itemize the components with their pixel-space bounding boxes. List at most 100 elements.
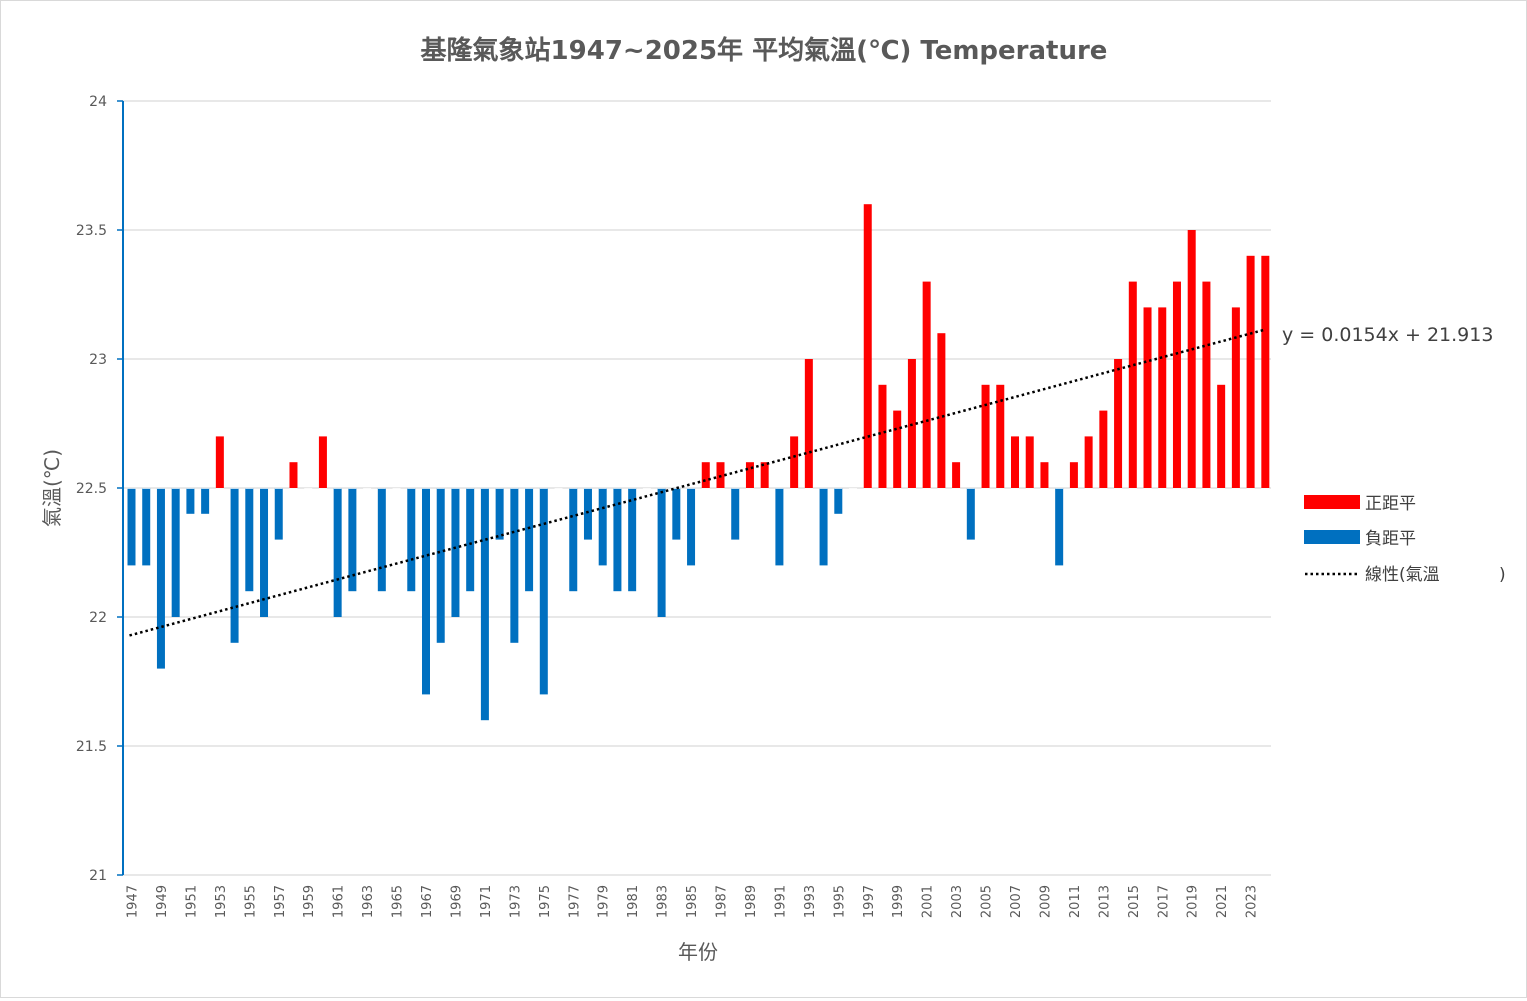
bar-positive-2022 — [1231, 307, 1240, 488]
x-tick-label: 1987 — [715, 885, 730, 918]
bar-positive-2024 — [1261, 255, 1270, 488]
x-tick-label: 2011 — [1068, 885, 1083, 918]
bar-positive-2014 — [1114, 359, 1123, 488]
x-tick-label: 1953 — [214, 885, 229, 918]
bar-positive-1960 — [318, 436, 327, 488]
x-tick-label: 1965 — [391, 885, 406, 918]
bar-negative-1954 — [230, 488, 239, 643]
x-tick-label: 2021 — [1215, 885, 1230, 918]
bars — [123, 204, 1271, 721]
x-tick-label: 1991 — [773, 885, 788, 918]
bar-positive-1993 — [804, 359, 813, 488]
gridlines — [123, 100, 1271, 876]
x-tick-label: 1973 — [508, 885, 523, 918]
bar-negative-1985 — [687, 488, 696, 566]
x-tick-label: 2017 — [1156, 885, 1171, 918]
bar-negative-1966 — [407, 488, 416, 592]
bar-positive-1999 — [893, 410, 902, 488]
bar-positive-2015 — [1128, 281, 1137, 488]
bar-negative-2010 — [1055, 488, 1064, 566]
y-tick-label: 22 — [89, 610, 107, 626]
bar-negative-1970 — [466, 488, 475, 592]
bar-negative-1955 — [245, 488, 254, 592]
y-tick-label: 24 — [89, 94, 107, 110]
bar-positive-2009 — [1040, 462, 1049, 488]
x-tick-label: 1947 — [126, 885, 141, 918]
legend-swatch-positive — [1304, 495, 1360, 509]
chart-title: 基隆氣象站1947~2025年 平均氣溫(℃) Temperature — [421, 35, 1108, 66]
bar-positive-2019 — [1187, 230, 1196, 488]
x-tick-label: 2005 — [980, 885, 995, 918]
bar-negative-1981 — [628, 488, 637, 592]
bar-positive-1997 — [863, 204, 872, 488]
bar-negative-1984 — [672, 488, 681, 540]
bar-negative-1994 — [819, 488, 828, 566]
y-tick-labels: 21 21.5 22 22.5 23 23.5 24 — [76, 94, 123, 884]
bar-positive-2016 — [1143, 307, 1152, 488]
bar-positive-1958 — [289, 462, 298, 488]
bar-positive-2001 — [922, 281, 931, 488]
bar-positive-2021 — [1217, 384, 1226, 488]
y-tick-label: 21.5 — [76, 739, 107, 755]
x-tick-label: 1999 — [891, 885, 906, 918]
x-tick-label: 1975 — [538, 885, 553, 918]
bar-negative-1978 — [583, 488, 592, 540]
bar-negative-1961 — [333, 488, 342, 617]
legend-label-trendline: 線性(氣溫 — [1365, 565, 1440, 585]
x-tick-label: 1955 — [243, 885, 258, 918]
x-tick-label: 1963 — [361, 885, 376, 918]
legend-label-negative: 負距平 — [1365, 529, 1416, 549]
y-axis-title: 氣溫(℃) — [40, 449, 64, 527]
x-tick-label: 1951 — [184, 885, 199, 918]
bar-positive-2007 — [1011, 436, 1019, 488]
bar-positive-1992 — [790, 436, 799, 488]
trendline — [129, 328, 1266, 637]
y-tick-label: 21 — [89, 868, 107, 884]
bar-negative-1974 — [525, 488, 534, 592]
trendline-equation: y = 0.0154x + 21.913 — [1282, 324, 1493, 346]
x-tick-label: 2013 — [1097, 885, 1112, 918]
bar-positive-2005 — [981, 384, 990, 488]
bar-negative-1977 — [569, 488, 578, 592]
bar-negative-1949 — [156, 488, 165, 669]
bar-positive-2002 — [937, 333, 946, 488]
bar-negative-1980 — [613, 488, 622, 592]
x-tick-label: 1997 — [862, 885, 877, 918]
bar-positive-1990 — [760, 462, 769, 488]
x-tick-label: 2019 — [1186, 885, 1201, 918]
bar-negative-1991 — [775, 488, 784, 566]
bar-positive-1953 — [215, 436, 224, 488]
bar-negative-1988 — [731, 488, 740, 540]
x-tick-label: 1981 — [626, 885, 641, 918]
x-tick-label: 2023 — [1245, 885, 1260, 918]
x-tick-label: 1993 — [803, 885, 818, 918]
bar-negative-1947 — [127, 488, 136, 566]
bar-negative-1983 — [657, 488, 666, 617]
bar-negative-1972 — [495, 488, 504, 540]
x-tick-label: 1979 — [597, 885, 612, 918]
legend: 正距平 負距平 線性(氣溫 ) — [1304, 494, 1506, 585]
x-tick-label: 1971 — [479, 885, 494, 918]
bar-negative-1969 — [451, 488, 460, 617]
bar-negative-1962 — [348, 488, 357, 592]
x-tick-label: 1983 — [656, 885, 671, 918]
x-tick-label: 1969 — [449, 885, 464, 918]
bar-negative-1968 — [436, 488, 445, 643]
bar-negative-2004 — [966, 488, 975, 540]
x-tick-label: 2015 — [1127, 885, 1142, 918]
bar-negative-1995 — [834, 488, 843, 514]
x-axis-title: 年份 — [678, 940, 718, 964]
bar-negative-1950 — [171, 488, 180, 617]
x-tick-label: 1949 — [155, 885, 170, 918]
bar-positive-2020 — [1202, 281, 1211, 488]
x-tick-label: 1959 — [302, 885, 317, 918]
bar-positive-2012 — [1084, 436, 1093, 488]
bar-positive-2003 — [952, 462, 961, 488]
x-tick-label: 1977 — [567, 885, 582, 918]
bar-positive-2006 — [996, 384, 1005, 488]
bar-negative-1951 — [186, 488, 195, 514]
bar-positive-2018 — [1172, 281, 1181, 488]
bar-negative-1973 — [510, 488, 519, 643]
bar-negative-1967 — [422, 488, 430, 695]
